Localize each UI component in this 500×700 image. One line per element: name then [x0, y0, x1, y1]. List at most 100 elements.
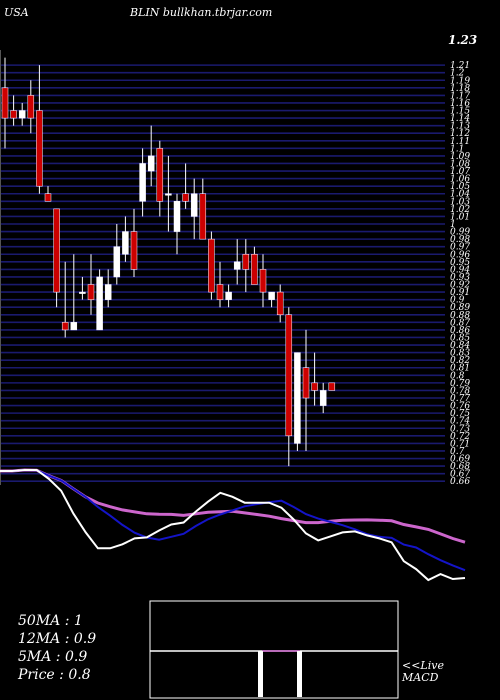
- y-tick-label: 0.81: [450, 364, 470, 374]
- ma5-stat: 5MA : 0.9: [18, 649, 88, 665]
- y-tick-label: 0.67: [450, 470, 470, 480]
- macd-title-label: MACD: [402, 671, 439, 684]
- site-label: BLIN bullkhan.tbrjar.com: [130, 6, 273, 19]
- y-tick-label: 1.01: [450, 212, 470, 222]
- candle-body: [242, 254, 250, 270]
- candle-body: [225, 291, 232, 300]
- y-tick-label: 0.73: [450, 424, 470, 434]
- price-gridlines: [0, 50, 445, 485]
- macd-frame: [149, 600, 399, 699]
- y-tick-label: 0.93: [450, 273, 470, 283]
- macd-panel-bg: [0, 600, 500, 700]
- candle-body: [173, 201, 181, 232]
- y-tick-label: 0.82: [450, 356, 470, 366]
- price-stat: Price : 0.8: [18, 667, 91, 683]
- y-tick-label: 1.15: [450, 107, 470, 117]
- y-tick-label: 1.11: [450, 137, 470, 147]
- y-tick-label: 0.77: [450, 394, 470, 404]
- y-tick-label: 1.07: [450, 167, 470, 177]
- y-tick-label: 0.68: [450, 462, 470, 472]
- y-tick-label: 1.14: [450, 114, 470, 124]
- candle-body: [36, 110, 43, 187]
- y-tick-label: 1.08: [450, 159, 470, 169]
- candle-body: [113, 246, 121, 278]
- candle-body: [190, 193, 198, 217]
- y-tick-label: 0.8: [450, 371, 465, 381]
- y-tick-label: 0.78: [450, 386, 470, 396]
- candle-body: [156, 148, 164, 202]
- candle-body: [96, 276, 103, 331]
- y-tick-label: 0.96: [450, 250, 470, 260]
- y-tick-label: 1.06: [450, 175, 470, 185]
- y-tick-label: 1.12: [450, 129, 470, 139]
- y-tick-label: 0.9: [450, 296, 465, 306]
- y-tick-label: 0.86: [450, 326, 470, 336]
- moving-average-panel: [0, 468, 466, 582]
- candle-body: [294, 352, 301, 444]
- y-tick-label: 0.91: [450, 288, 470, 298]
- y-tick-label: 1.19: [450, 76, 470, 86]
- y-tick-label: 0.74: [450, 417, 470, 427]
- y-tick-label: 0.99: [450, 228, 470, 238]
- candle-body: [311, 382, 318, 391]
- candle-body: [276, 291, 284, 316]
- top-price-label: 1.23: [448, 33, 478, 47]
- y-tick-label: 0.79: [450, 379, 470, 389]
- macd-live-label: <<Live: [402, 659, 444, 672]
- y-tick-label: 0.89: [450, 303, 470, 313]
- y-tick-label: 1.1: [450, 144, 464, 154]
- macd-bar: [297, 651, 302, 697]
- y-tick-label: 0.97: [450, 243, 470, 253]
- y-tick-label: 1.21: [450, 61, 470, 71]
- candle-body: [79, 291, 86, 294]
- macd-panel: [149, 600, 399, 699]
- y-tick-label: 0.72: [450, 432, 470, 442]
- candle-body: [216, 284, 224, 300]
- y-tick-label: 0.7: [450, 447, 465, 457]
- candle-body: [87, 284, 95, 300]
- y-tick-label: 1.17: [450, 91, 470, 101]
- y-tick-label: 1.02: [450, 205, 470, 215]
- y-tick-label: 0.92: [450, 281, 470, 291]
- candle-body: [10, 110, 17, 119]
- candle-body: [18, 110, 26, 119]
- candle-body: [104, 284, 112, 300]
- y-axis-ticks: 1.211.21.191.181.171.161.151.141.131.121…: [450, 61, 470, 487]
- y-tick-label: 0.98: [450, 235, 470, 245]
- candle-body: [328, 382, 336, 391]
- y-tick-label: 1.2: [450, 69, 465, 79]
- candle-body: [1, 87, 9, 119]
- candle-body: [70, 322, 78, 331]
- market-label: USA: [4, 6, 29, 19]
- y-tick-label: 0.94: [450, 265, 470, 275]
- stats-block: 50MA : 1 12MA : 0.9 5MA : 0.9 Price : 0.…: [18, 612, 96, 684]
- candle-body: [302, 367, 310, 399]
- candle-body: [147, 155, 155, 172]
- candles: [1, 57, 336, 467]
- candle-body: [319, 390, 327, 406]
- candle-body: [251, 254, 258, 285]
- y-tick-label: 1.13: [450, 122, 470, 132]
- ma50-stat: 50MA : 1: [18, 613, 83, 629]
- y-tick-label: 1.16: [450, 99, 470, 109]
- macd-label: <<Live MACD: [402, 660, 444, 684]
- y-tick-label: 0.83: [450, 349, 470, 359]
- candle-body: [208, 238, 215, 293]
- y-tick-label: 0.75: [450, 409, 470, 419]
- y-tick-label: 1.04: [450, 190, 470, 200]
- ma-mid-line: [0, 468, 466, 572]
- candle-body: [53, 208, 60, 293]
- y-tick-label: 0.76: [450, 402, 470, 412]
- y-tick-label: 0.85: [450, 333, 470, 343]
- ma-short-line: [0, 469, 466, 582]
- candle-body: [233, 261, 241, 270]
- candle-body: [182, 193, 189, 202]
- y-tick-label: 1.18: [450, 84, 470, 94]
- y-tick-label: 0.66: [450, 477, 470, 487]
- candle-body: [285, 314, 293, 437]
- candle-body: [268, 291, 275, 300]
- candle-body: [130, 231, 138, 270]
- y-tick-label: 1.09: [450, 152, 470, 162]
- candle-body: [61, 322, 69, 331]
